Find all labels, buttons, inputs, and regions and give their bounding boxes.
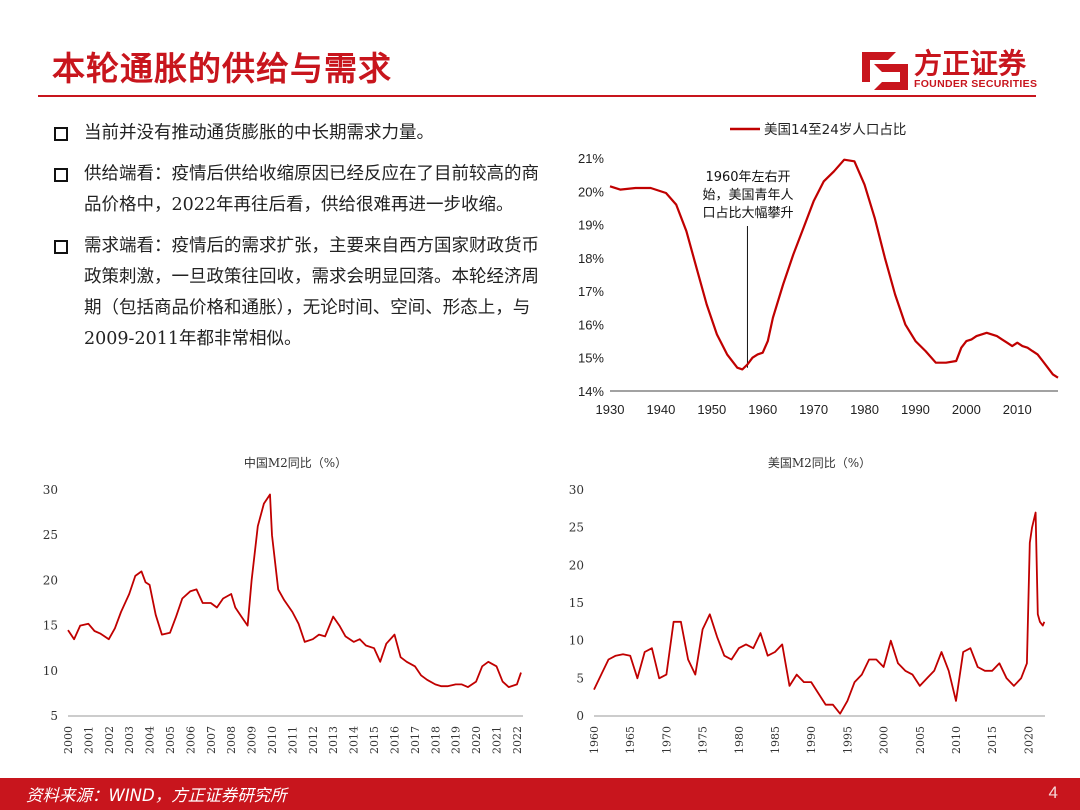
bullet-text: 需求端看：疫情后的需求扩张，主要来自西方国家财政货币政策刺激，一旦政策往回收，需…	[84, 236, 539, 349]
chart3-title: 美国M2同比（%）	[768, 456, 871, 470]
chart1-annotation-text: 始，美国青年人	[702, 188, 793, 203]
bullet-text: 当前并没有推动通货膨胀的中长期需求力量。	[84, 123, 434, 143]
chart3-x-tick-label: 2015	[986, 726, 999, 754]
chart1-series-line	[609, 158, 1059, 379]
chart2-x-tick-label: 2012	[307, 726, 320, 754]
chart3-x-tick-label: 2010	[950, 726, 963, 754]
chart1-y-tick-label: 14%	[578, 384, 604, 399]
bullet-item: 供给端看：疫情后供给收缩原因已经反应在了目前较高的商品价格中，2022年再往后看…	[50, 159, 540, 221]
chart3-x-tick-label: 1995	[841, 726, 854, 754]
chart3-x-tick-label: 1980	[733, 726, 746, 754]
chart3-x-tick-label: 1970	[660, 726, 673, 754]
chart2-x-tick-label: 2017	[409, 726, 422, 754]
chart3-y-tick-label: 5	[576, 671, 584, 685]
chart1-annotation-text: 口占比大幅攀升	[702, 206, 793, 221]
chart3-y-tick-label: 30	[569, 483, 584, 497]
footer-bar: 资料来源：WIND，方正证券研究所 4	[0, 778, 1080, 810]
chart2-x-tick-label: 2014	[348, 726, 361, 754]
chart1-y-tick-label: 19%	[578, 218, 604, 233]
chart2-y-tick-label: 15	[43, 619, 58, 633]
logo-text-en: FOUNDER SECURITIES	[914, 78, 1038, 90]
chart2-x-tick-label: 2010	[266, 726, 279, 754]
chart2-x-tick-label: 2016	[388, 726, 401, 754]
chart1-annotation-text: 1960年左右开	[705, 170, 790, 185]
chart2-x-tick-label: 2021	[490, 726, 503, 754]
chart3-x-tick-label: 1965	[624, 726, 637, 754]
chart3-y-tick-label: 20	[569, 558, 584, 572]
chart2-x-tick-label: 2008	[225, 726, 238, 754]
chart2-x-tick-label: 2007	[205, 726, 218, 754]
square-bullet-icon	[54, 240, 68, 254]
chart3-y-tick-label: 10	[569, 634, 584, 648]
source-note: 资料来源：WIND，方正证券研究所	[26, 786, 287, 805]
chart2-y-tick-label: 10	[43, 664, 58, 678]
company-logo: 方正证券 FOUNDER SECURITIES	[862, 44, 1052, 92]
chart2-y-tick-label: 5	[50, 709, 58, 723]
page-number: 4	[1048, 783, 1058, 802]
chart2-x-tick-label: 2009	[246, 726, 259, 754]
chart2-x-tick-label: 2005	[164, 726, 177, 754]
chart3-series-line	[593, 511, 1046, 715]
chart1-x-tick-label: 2010	[1003, 402, 1032, 417]
chart1-x-tick-label: 1990	[901, 402, 930, 417]
chart2-x-tick-label: 2018	[429, 726, 442, 754]
chart2-y-tick-label: 20	[43, 573, 58, 587]
chart1-y-tick-label: 21%	[578, 151, 604, 166]
chart2-x-tick-label: 2006	[184, 726, 197, 754]
bullet-list: 当前并没有推动通货膨胀的中长期需求力量。 供给端看：疫情后供给收缩原因已经反应在…	[50, 118, 540, 365]
chart3-y-tick-label: 25	[569, 521, 584, 535]
chart2-y-tick-label: 25	[43, 528, 58, 542]
chart2-x-tick-label: 2011	[286, 726, 299, 754]
chart3-y-tick-label: 0	[576, 709, 584, 723]
chart2-series-line	[67, 493, 522, 688]
bullet-item: 当前并没有推动通货膨胀的中长期需求力量。	[50, 118, 540, 149]
logo-mark-icon	[862, 52, 908, 90]
chart1-x-tick-label: 1950	[697, 402, 726, 417]
chart1-y-tick-label: 16%	[578, 317, 604, 332]
chart1-y-tick-label: 15%	[578, 351, 604, 366]
chart1-x-tick-label: 1970	[799, 402, 828, 417]
chart1-y-tick-label: 20%	[578, 184, 604, 199]
chart3-x-tick-label: 1985	[769, 726, 782, 754]
chart2-title: 中国M2同比（%）	[244, 455, 347, 470]
chart1-y-tick-label: 17%	[578, 284, 604, 299]
chart1-y-tick-label: 18%	[578, 251, 604, 266]
chart1-x-tick-label: 1940	[646, 402, 675, 417]
logo-text-cn: 方正证券	[914, 47, 1027, 80]
chart1-x-tick-label: 1960	[748, 402, 777, 417]
chart2-x-tick-label: 2001	[82, 726, 95, 754]
page-title: 本轮通胀的供给与需求	[52, 49, 392, 88]
chart2-x-tick-label: 2020	[470, 726, 483, 754]
chart3-y-tick-label: 15	[569, 596, 584, 610]
chart3-x-tick-label: 1975	[697, 726, 710, 754]
chart2-x-tick-label: 2019	[450, 726, 463, 754]
chart3-x-tick-label: 2020	[1022, 726, 1035, 754]
chart3-x-tick-label: 2000	[878, 726, 891, 754]
chart2-x-tick-label: 2022	[511, 726, 524, 754]
chart2-x-tick-label: 2004	[144, 726, 157, 754]
chart2-x-tick-label: 2013	[327, 726, 340, 754]
chart3-x-tick-label: 2005	[914, 726, 927, 754]
title-rule	[38, 95, 1036, 97]
chart3-x-tick-label: 1960	[588, 726, 601, 754]
square-bullet-icon	[54, 168, 68, 182]
chart2-x-tick-label: 2003	[123, 726, 136, 754]
chart2-y-tick-label: 30	[43, 483, 58, 497]
square-bullet-icon	[54, 127, 68, 141]
chart3-x-tick-label: 1990	[805, 726, 818, 754]
chart1-x-tick-label: 1980	[850, 402, 879, 417]
chart1-legend-label: 美国14至24岁人口占比	[764, 122, 906, 138]
chart2-x-tick-label: 2002	[103, 726, 116, 754]
chart2-x-tick-label: 2015	[368, 726, 381, 754]
bullet-item: 需求端看：疫情后的需求扩张，主要来自西方国家财政货币政策刺激，一旦政策往回收，需…	[50, 231, 540, 355]
bullet-text: 供给端看：疫情后供给收缩原因已经反应在了目前较高的商品价格中，2022年再往后看…	[84, 164, 539, 215]
chart2-x-tick-label: 2000	[62, 726, 75, 754]
chart1-x-tick-label: 1930	[596, 402, 625, 417]
chart1-x-tick-label: 2000	[952, 402, 981, 417]
